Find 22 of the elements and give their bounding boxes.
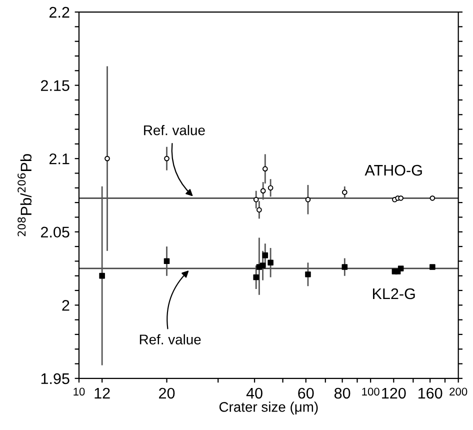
y-tick-label: 2.2 bbox=[49, 6, 70, 18]
x-axis-title: Crater size (μm) bbox=[219, 402, 318, 415]
y-tick-label: 2.1 bbox=[49, 153, 70, 164]
y-axis-title: $^{208}$Pb/$^{206}$Pb bbox=[18, 154, 32, 236]
series-label: KL2-G bbox=[373, 288, 415, 300]
x-tick-label: 160 bbox=[418, 388, 442, 399]
x-tick-label: 100 bbox=[362, 388, 380, 396]
x-tick-label: 20 bbox=[159, 388, 175, 399]
y-tick-label: 2.15 bbox=[41, 80, 70, 91]
y-tick-label: 1.95 bbox=[41, 373, 70, 384]
x-tick-label: 200 bbox=[450, 388, 468, 396]
x-tick-label: 12 bbox=[94, 388, 110, 398]
x-tick-label: 60 bbox=[298, 388, 314, 399]
x-tick-label: 10 bbox=[74, 388, 85, 396]
x-tick-label: 120 bbox=[382, 388, 406, 399]
x-tick-label: 40 bbox=[246, 388, 262, 399]
x-tick-label: 80 bbox=[334, 388, 350, 399]
y-tick-label: 2.05 bbox=[41, 226, 70, 238]
annotation: Ref. value bbox=[144, 125, 205, 136]
legend-label: ATHO-G bbox=[364, 164, 422, 176]
y-tick-label: 2 bbox=[62, 300, 70, 311]
annotation: Ref. value bbox=[140, 334, 201, 344]
